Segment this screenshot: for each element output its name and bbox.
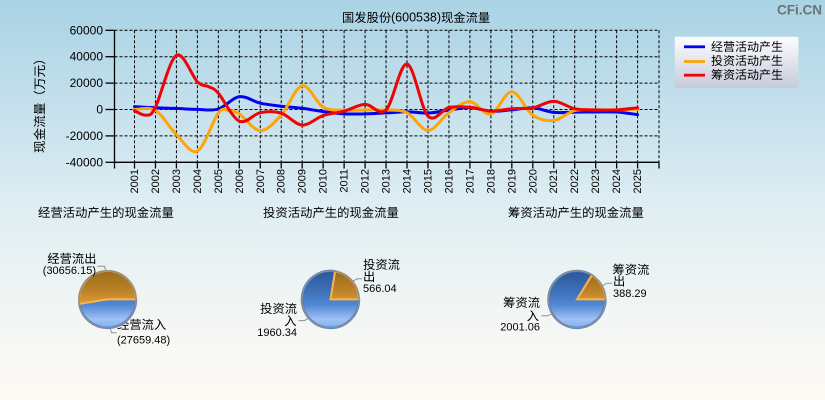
svg-text:40000: 40000 (70, 50, 104, 64)
svg-text:2005: 2005 (213, 169, 225, 193)
svg-text:CFi.CN: CFi.CN (777, 3, 822, 18)
svg-text:2012: 2012 (360, 169, 372, 193)
svg-text:2001: 2001 (129, 169, 141, 193)
svg-text:2013: 2013 (381, 169, 393, 193)
svg-text:2021: 2021 (548, 169, 560, 193)
svg-text:2008: 2008 (276, 169, 288, 193)
svg-text:2001.06: 2001.06 (500, 322, 540, 334)
svg-text:1960.34: 1960.34 (257, 327, 297, 339)
svg-text:2006: 2006 (234, 169, 246, 193)
svg-text:388.29: 388.29 (613, 288, 647, 300)
svg-text:2024: 2024 (611, 169, 623, 193)
svg-text:2015: 2015 (423, 169, 435, 193)
svg-text:2023: 2023 (590, 169, 602, 193)
svg-text:566.04: 566.04 (363, 283, 397, 295)
svg-text:2009: 2009 (297, 169, 309, 193)
svg-text:2003: 2003 (171, 169, 183, 193)
svg-text:(27659.48): (27659.48) (117, 335, 170, 347)
svg-text:2017: 2017 (464, 169, 476, 193)
svg-text:20000: 20000 (70, 76, 104, 90)
svg-text:2011: 2011 (339, 169, 351, 193)
svg-text:2007: 2007 (255, 169, 267, 193)
svg-text:2014: 2014 (402, 169, 414, 193)
svg-text:2020: 2020 (527, 169, 539, 193)
svg-text:2018: 2018 (485, 169, 497, 193)
svg-text:-40000: -40000 (66, 155, 104, 169)
svg-text:2004: 2004 (192, 169, 204, 193)
svg-text:(600538): (600538) (391, 11, 441, 25)
svg-text:2022: 2022 (569, 169, 581, 193)
svg-text:2002: 2002 (150, 169, 162, 193)
svg-text:2010: 2010 (318, 169, 330, 193)
svg-text:2019: 2019 (506, 169, 518, 193)
svg-text:-20000: -20000 (66, 129, 104, 143)
svg-text:0: 0 (96, 103, 103, 117)
svg-text:2016: 2016 (443, 169, 455, 193)
svg-text:(30656.15): (30656.15) (43, 265, 96, 277)
svg-text:2025: 2025 (632, 169, 644, 193)
svg-text:60000: 60000 (70, 23, 104, 37)
